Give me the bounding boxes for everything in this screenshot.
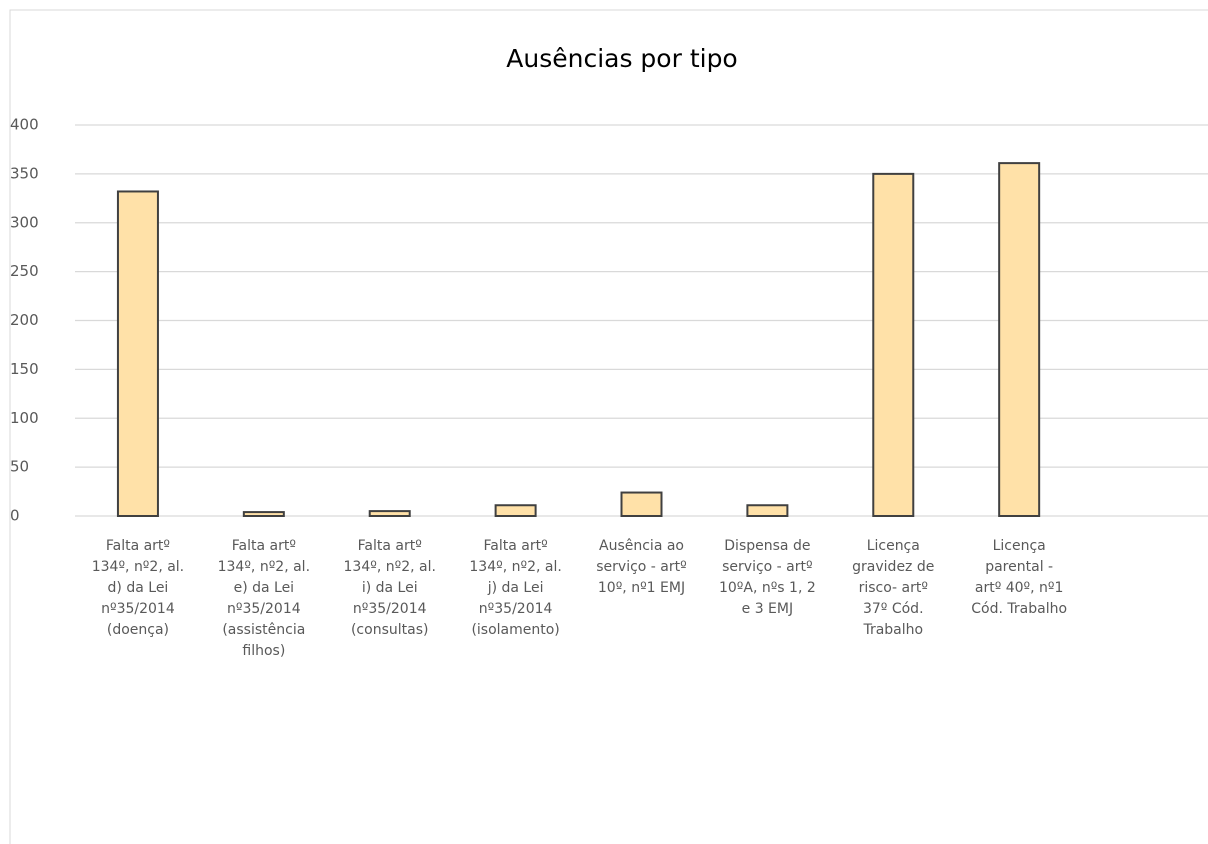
y-tick-label: 150 [10,360,39,378]
x-tick-label: Licença parental - artº 40º, nº1 Cód. Tr… [971,538,1068,617]
y-tick-label: 100 [10,409,39,427]
y-tick-label: 250 [10,262,39,280]
x-tick-label: Falta artº 134º, nº2, al. j) da Lei nº35… [469,538,562,638]
y-tick-label: 50 [10,458,29,476]
y-tick-label: 0 [10,507,20,525]
x-tick-label: Falta artº 134º, nº2, al. e) da Lei nº35… [217,538,311,659]
bar [746,504,789,517]
x-tick-label: Falta artº 134º, nº2, al. i) da Lei nº35… [343,538,436,638]
bar [494,504,537,517]
x-tick-label: Dispensa de serviço - artº 10ºA, nºs 1, … [718,538,816,617]
bar [620,491,663,518]
bar [872,172,915,517]
y-tick-label: 400 [10,116,39,134]
x-tick-label: Ausência ao serviço - artº 10º, nº1 EMJ [596,538,687,596]
x-tick-label: Licença gravidez de risco- artº 37º Cód.… [852,538,935,638]
y-tick-label: 300 [10,213,39,231]
bar [368,510,411,517]
bar [242,511,285,518]
chart-frame [9,9,1208,844]
y-tick-label: 200 [10,311,39,329]
y-tick-label: 350 [10,164,39,182]
bar [116,190,159,517]
bar [998,162,1041,517]
x-tick-label: Falta artº 134º, nº2, al. d) da Lei nº35… [91,538,185,638]
chart-title: Ausências por tipo [506,44,737,73]
